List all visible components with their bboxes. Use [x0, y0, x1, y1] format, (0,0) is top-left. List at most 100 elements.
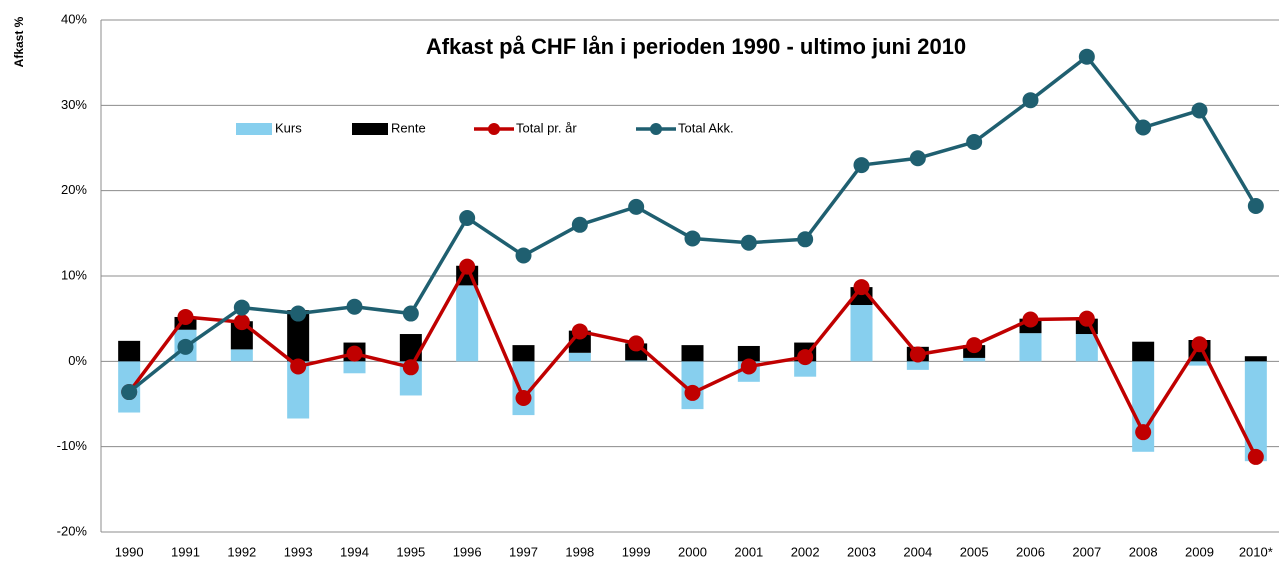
x-tick-label: 2002: [791, 544, 820, 559]
marker: [1135, 424, 1152, 441]
bar: [512, 345, 535, 362]
bar: [118, 340, 141, 362]
bar: [1019, 333, 1042, 362]
marker: [1247, 198, 1264, 215]
x-tick-label: 1998: [565, 544, 594, 559]
x-tick-label: 1994: [340, 544, 369, 559]
marker: [1247, 448, 1264, 465]
marker: [1078, 310, 1095, 327]
x-tick-label: 1993: [284, 544, 313, 559]
bar: [1132, 341, 1155, 362]
marker: [797, 231, 814, 248]
marker: [1191, 336, 1208, 353]
marker: [1078, 48, 1095, 65]
y-tick-label: -20%: [57, 523, 88, 538]
marker: [628, 198, 645, 215]
y-tick-label: 10%: [61, 267, 87, 282]
bar: [1244, 361, 1267, 462]
legend-label: Kurs: [275, 120, 302, 135]
bar: [287, 361, 310, 419]
y-tick-label: 0%: [68, 353, 87, 368]
marker: [966, 337, 983, 354]
marker: [740, 234, 757, 251]
y-axis-title: Afkast %: [12, 16, 26, 67]
y-tick-label: 20%: [61, 182, 87, 197]
bar: [850, 305, 873, 362]
bar: [681, 345, 704, 362]
legend-label: Total Akk.: [678, 120, 734, 135]
marker: [571, 323, 588, 340]
bar: [794, 361, 817, 377]
marker: [1191, 102, 1208, 119]
x-tick-label: 2003: [847, 544, 876, 559]
x-tick-label: 1995: [396, 544, 425, 559]
bar: [399, 334, 422, 362]
legend-label: Rente: [391, 120, 426, 135]
x-tick-label: 1992: [227, 544, 256, 559]
legend-marker: [650, 123, 662, 135]
legend-marker: [488, 123, 500, 135]
marker: [966, 134, 983, 151]
marker: [1022, 311, 1039, 328]
x-tick-label: 2007: [1072, 544, 1101, 559]
bar: [1075, 334, 1098, 362]
marker: [177, 338, 194, 355]
legend-swatch: [236, 123, 272, 135]
marker: [459, 209, 476, 226]
marker: [290, 358, 307, 375]
marker: [1022, 92, 1039, 109]
marker: [402, 359, 419, 376]
x-tick-label: 1990: [115, 544, 144, 559]
legend-label: Total pr. år: [516, 120, 577, 135]
bar: [625, 360, 648, 362]
marker: [346, 345, 363, 362]
marker: [177, 308, 194, 325]
marker: [853, 279, 870, 296]
y-tick-label: -10%: [57, 438, 88, 453]
chart-title: Afkast på CHF lån i perioden 1990 - ulti…: [426, 34, 966, 59]
marker: [909, 150, 926, 167]
x-tick-label: 1999: [622, 544, 651, 559]
marker: [684, 230, 701, 247]
x-tick-label: 1997: [509, 544, 538, 559]
marker: [402, 305, 419, 322]
marker: [515, 247, 532, 264]
marker: [909, 346, 926, 363]
bar: [456, 285, 479, 362]
x-tick-label: 1991: [171, 544, 200, 559]
bar: [287, 310, 310, 362]
bar: [230, 349, 253, 362]
bar: [1244, 356, 1267, 362]
x-tick-label: 2005: [960, 544, 989, 559]
bar: [963, 357, 986, 362]
x-tick-label: 1996: [453, 544, 482, 559]
y-tick-label: 40%: [61, 11, 87, 26]
marker: [628, 335, 645, 352]
bar: [343, 361, 366, 374]
marker: [571, 216, 588, 233]
marker: [853, 157, 870, 174]
marker: [233, 299, 250, 316]
x-tick-label: 2004: [903, 544, 932, 559]
legend-swatch: [352, 123, 388, 135]
bar: [568, 352, 591, 362]
bar: [1188, 361, 1211, 366]
marker: [684, 384, 701, 401]
x-tick-label: 2006: [1016, 544, 1045, 559]
bar: [737, 345, 760, 362]
marker: [121, 384, 138, 401]
marker: [346, 298, 363, 315]
x-tick-label: 2010*: [1239, 544, 1273, 559]
x-tick-label: 2000: [678, 544, 707, 559]
marker: [459, 258, 476, 275]
x-tick-label: 2001: [734, 544, 763, 559]
y-tick-label: 30%: [61, 97, 87, 112]
marker: [797, 349, 814, 366]
marker: [740, 358, 757, 375]
x-tick-label: 2009: [1185, 544, 1214, 559]
marker: [1135, 119, 1152, 136]
x-tick-label: 2008: [1129, 544, 1158, 559]
marker: [233, 314, 250, 331]
marker: [290, 305, 307, 322]
